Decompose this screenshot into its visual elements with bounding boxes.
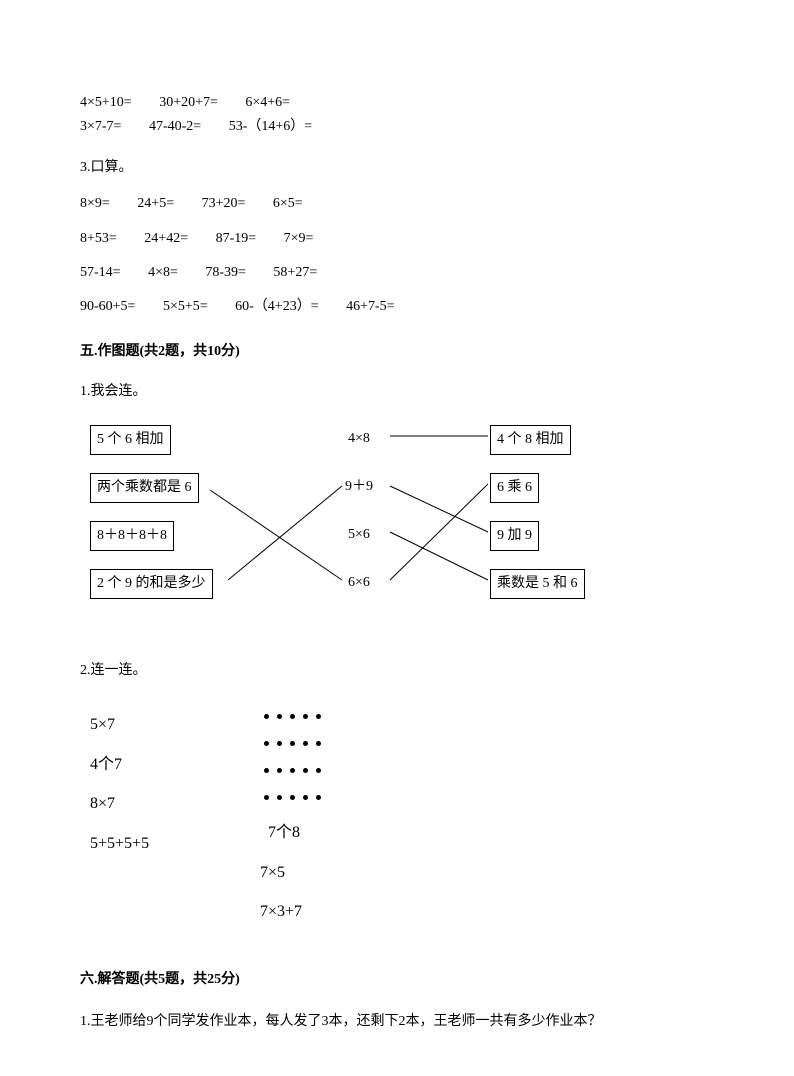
- equation: 57-14=: [80, 262, 121, 284]
- connect-item: 5+5+5+5: [90, 831, 260, 857]
- connect-item: 8×7: [90, 791, 260, 817]
- dot-icon: [277, 795, 282, 800]
- dot-icon: [290, 741, 295, 746]
- dot-icon: [277, 768, 282, 773]
- equation: 47-40-2=: [149, 116, 201, 138]
- dot-icon: [264, 768, 269, 773]
- connect-left-column: 5×7 4个7 8×7 5+5+5+5: [80, 698, 260, 870]
- dot-grid: [260, 712, 325, 806]
- dot-icon: [290, 795, 295, 800]
- dot-icon: [303, 795, 308, 800]
- equation: 30+20+7=: [159, 92, 218, 114]
- connect-item: 5×7: [90, 712, 260, 738]
- dot-icon: [290, 768, 295, 773]
- match-box: 6 乘 6: [490, 473, 539, 503]
- equation-row: 90-60+5= 5×5+5= 60-（4+23）= 46+7-5=: [80, 296, 714, 318]
- dot-icon: [316, 741, 321, 746]
- equation-row: 57-14= 4×8= 78-39= 58+27=: [80, 262, 714, 284]
- dot-icon: [303, 768, 308, 773]
- equation: 87-19=: [216, 228, 257, 250]
- dot-icon: [290, 714, 295, 719]
- dot-icon: [303, 714, 308, 719]
- equation: 24+5=: [137, 193, 174, 215]
- equation: 4×8=: [148, 262, 178, 284]
- equation: 73+20=: [202, 193, 246, 215]
- equation: 24+42=: [144, 228, 188, 250]
- connect-item: 4个7: [90, 752, 260, 778]
- match-expression: 4×8: [348, 428, 370, 450]
- dot-icon: [277, 714, 282, 719]
- equation: 8×9=: [80, 193, 110, 215]
- dot-icon: [316, 795, 321, 800]
- equation: 5×5+5=: [163, 296, 208, 318]
- equation: 6×4+6=: [245, 92, 290, 114]
- equation: 3×7-7=: [80, 116, 121, 138]
- equation-row: 8×9= 24+5= 73+20= 6×5=: [80, 193, 714, 215]
- question-title: 2.连一连。: [80, 660, 714, 682]
- connect-right-column: 7个8 7×5 7×3+7: [260, 698, 325, 939]
- equation-row: 4×5+10= 30+20+7= 6×4+6=: [80, 92, 714, 114]
- match-expression: 6×6: [348, 572, 370, 594]
- section-heading: 五.作图题(共2题，共10分): [80, 341, 714, 363]
- word-problem: 1.王老师给9个同学发作业本，每人发了3本，还剩下2本，王老师一共有多少作业本？: [80, 1009, 714, 1036]
- connect-item: 7×5: [260, 860, 325, 886]
- match-expression: 9＋9: [345, 476, 373, 498]
- equation: 90-60+5=: [80, 296, 135, 318]
- match-box: 两个乘数都是 6: [90, 473, 199, 503]
- equation: 4×5+10=: [80, 92, 132, 114]
- equation-row: 3×7-7= 47-40-2= 53-（14+6）=: [80, 116, 714, 138]
- dot-icon: [264, 714, 269, 719]
- connect-item: 7个8: [268, 820, 325, 846]
- page-content: 4×5+10= 30+20+7= 6×4+6= 3×7-7= 47-40-2= …: [0, 0, 794, 1076]
- equation: 58+27=: [273, 262, 317, 284]
- equation-row: 8+53= 24+42= 87-19= 7×9=: [80, 228, 714, 250]
- equation: 7×9=: [284, 228, 314, 250]
- equation: 60-（4+23）=: [235, 296, 318, 318]
- match-box: 5 个 6 相加: [90, 425, 171, 455]
- question-title: 3.口算。: [80, 157, 714, 179]
- dot-icon: [264, 741, 269, 746]
- dot-icon: [303, 741, 308, 746]
- equation: 78-39=: [205, 262, 246, 284]
- match-expression: 5×6: [348, 524, 370, 546]
- match-box: 9 加 9: [490, 521, 539, 551]
- dot-icon: [264, 795, 269, 800]
- match-box: 4 个 8 相加: [490, 425, 571, 455]
- connect-figure: 5×7 4个7 8×7 5+5+5+5 7个8 7×5 7×3+7: [80, 698, 714, 939]
- equation: 53-（14+6）=: [229, 116, 312, 138]
- equation: 6×5=: [273, 193, 303, 215]
- dot-icon: [316, 768, 321, 773]
- match-box: 乘数是 5 和 6: [490, 569, 585, 599]
- match-box: 2 个 9 的和是多少: [90, 569, 213, 599]
- match-box: 8＋8＋8＋8: [90, 521, 174, 551]
- section-heading: 六.解答题(共5题，共25分): [80, 969, 714, 991]
- question-title: 1.我会连。: [80, 381, 714, 403]
- connect-item: 7×3+7: [260, 899, 325, 925]
- matching-figure: 5 个 6 相加 两个乘数都是 6 8＋8＋8＋8 2 个 9 的和是多少 4×…: [80, 420, 640, 620]
- dot-icon: [277, 741, 282, 746]
- equation: 8+53=: [80, 228, 117, 250]
- equation: 46+7-5=: [346, 296, 394, 318]
- dot-icon: [316, 714, 321, 719]
